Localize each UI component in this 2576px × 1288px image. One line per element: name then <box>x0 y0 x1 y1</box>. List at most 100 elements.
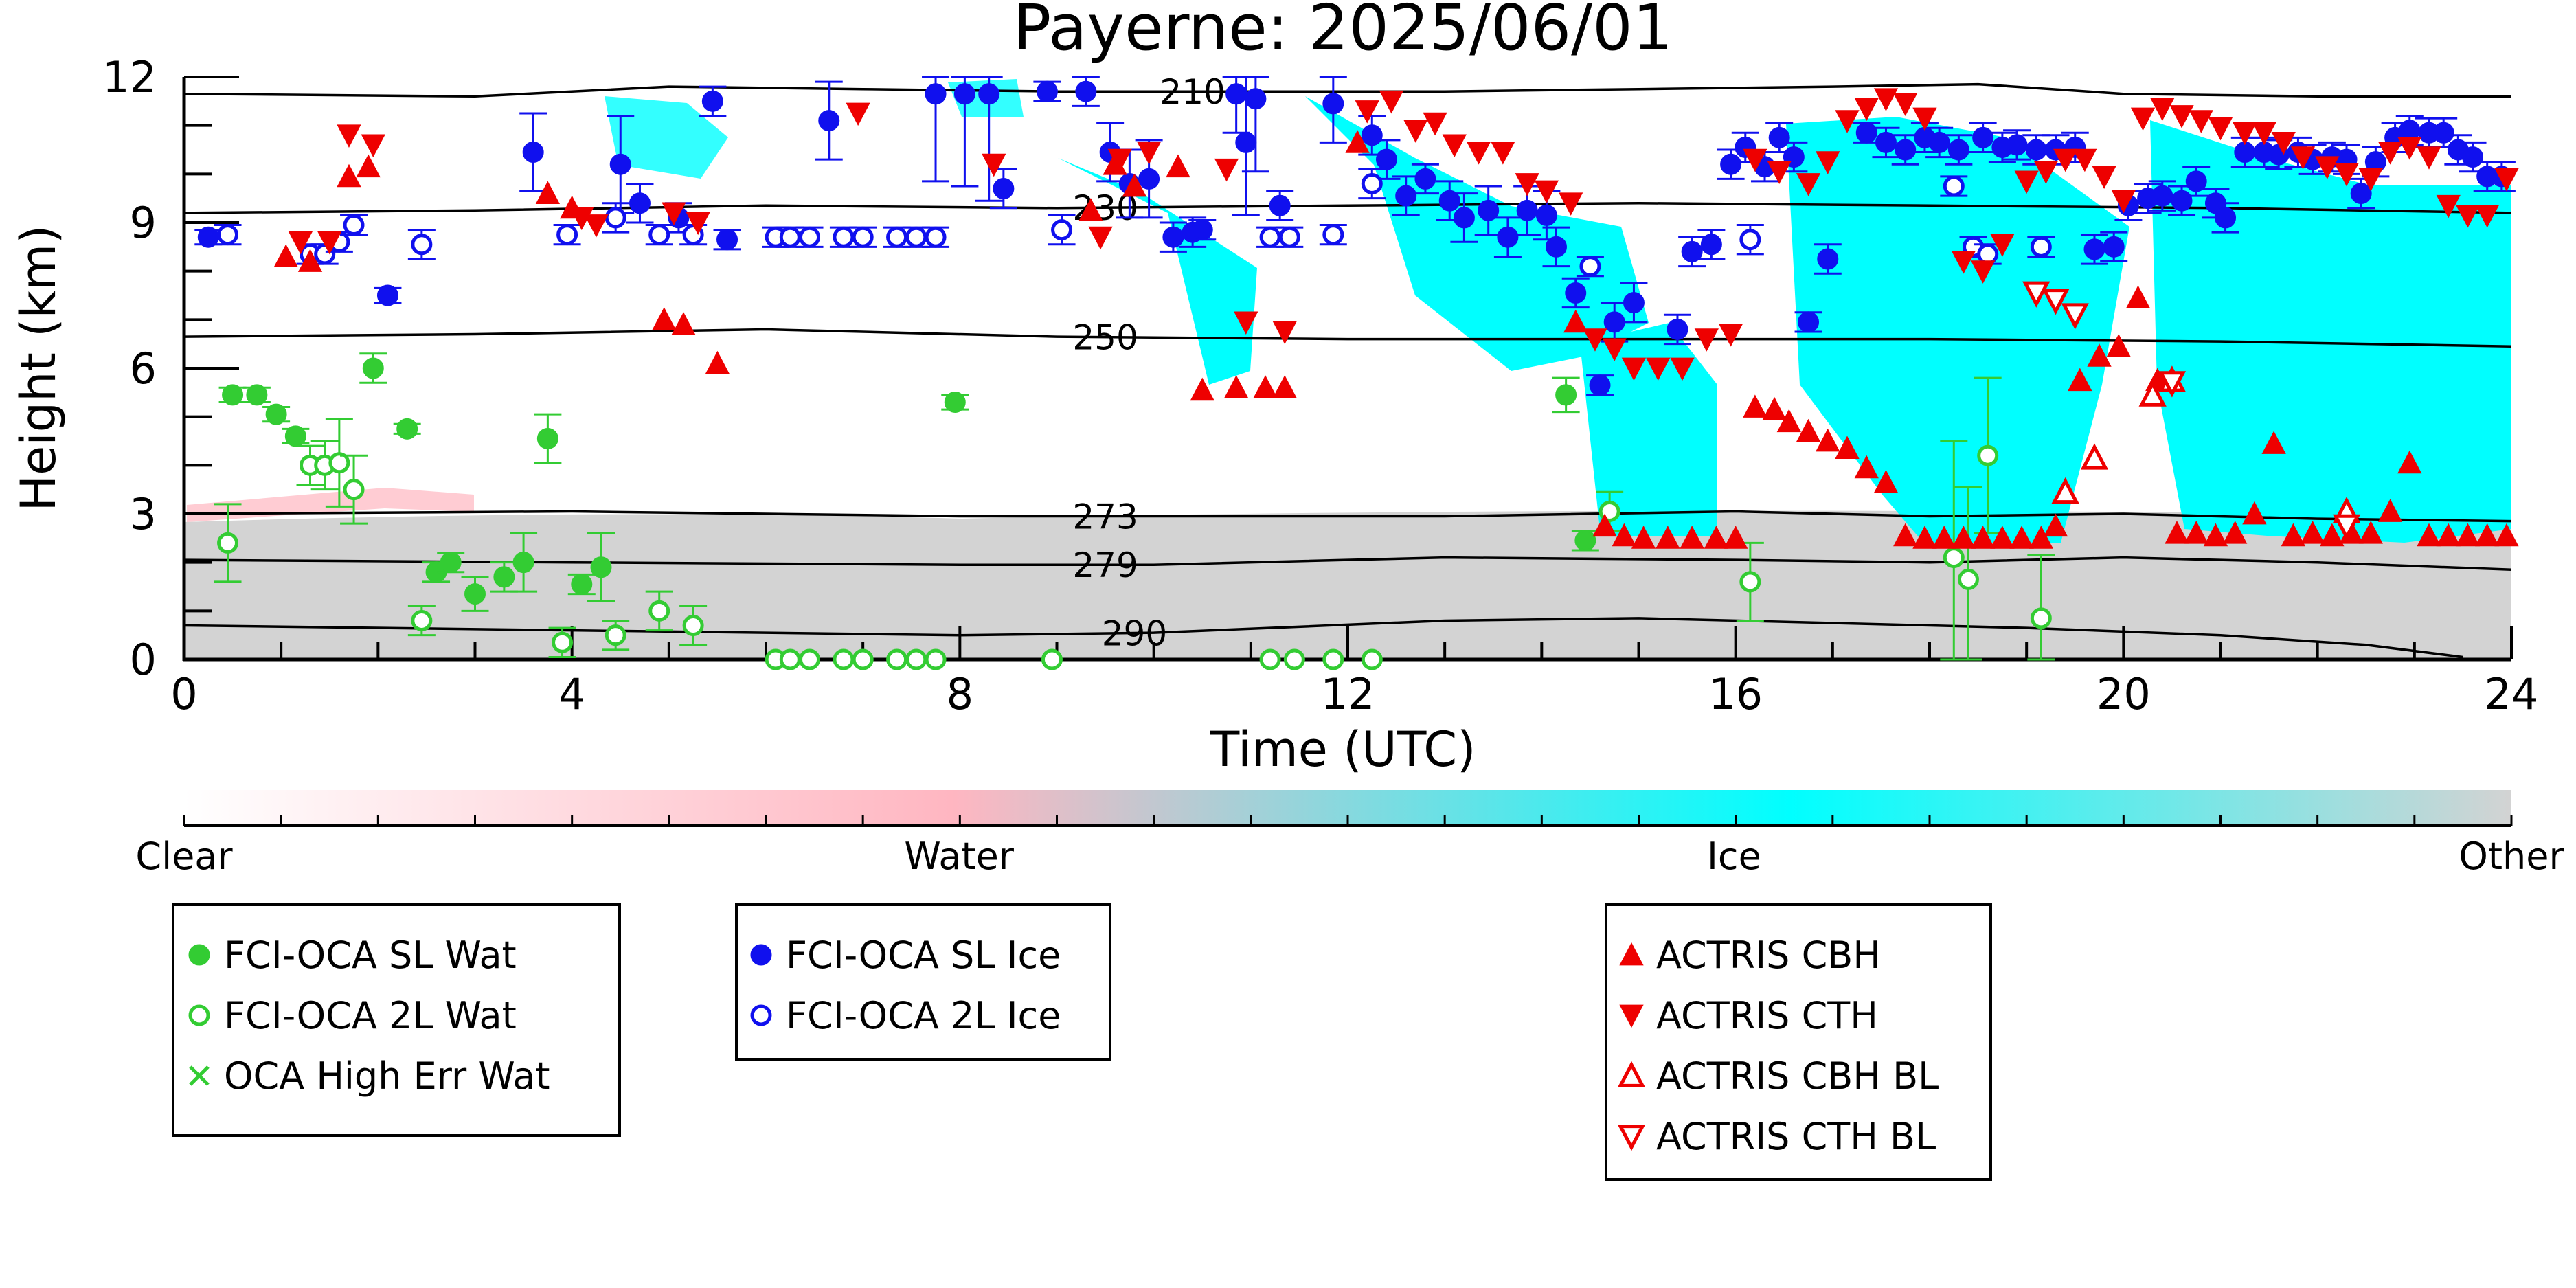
data-point <box>1166 154 1190 178</box>
isotherm-273 <box>184 510 2511 523</box>
data-point <box>2014 170 2039 194</box>
x-tick-label: 12 <box>1321 669 1375 719</box>
data-point <box>1972 126 1994 148</box>
data-point <box>343 479 365 501</box>
colorbar-labels: Clear Water Ice Other <box>135 835 2564 878</box>
data-point <box>1579 256 1601 278</box>
colorbar-ticks <box>183 815 2513 826</box>
data-point <box>464 583 486 605</box>
data-point <box>2068 368 2092 392</box>
legend-label-sl_wat: FCI-OCA SL Wat <box>224 934 517 977</box>
data-point <box>1583 328 1607 352</box>
data-point <box>2158 371 2187 398</box>
data-point <box>2150 98 2175 122</box>
data-point <box>1947 139 1969 161</box>
data-point <box>1224 375 1249 398</box>
data-point <box>1835 110 1860 133</box>
data-point <box>779 226 801 248</box>
data-point <box>2006 134 2028 156</box>
data-point <box>1592 513 1617 537</box>
y-ticks: 0 3 6 9 12 <box>102 52 239 685</box>
data-point <box>1646 357 1671 381</box>
data-point <box>2332 514 2361 541</box>
data-point <box>1743 394 1767 418</box>
data-point <box>1395 185 1417 207</box>
legend-label-actris_cbh_bl: ACTRIS CBH BL <box>1656 1054 1939 1098</box>
legend-marker-actris_cbh <box>1619 942 1644 966</box>
data-point <box>1739 571 1761 593</box>
legend-label-actris_cth_bl: ACTRIS CTH BL <box>1656 1115 1936 1158</box>
data-point <box>317 231 342 255</box>
data-point <box>1875 131 1897 153</box>
data-point <box>2208 117 2233 141</box>
series-twol_wat <box>214 376 2055 670</box>
data-point <box>1088 226 1113 250</box>
data-point <box>1816 428 1840 452</box>
data-point <box>273 244 298 267</box>
data-point <box>2029 526 2053 549</box>
data-point <box>1621 357 1647 381</box>
data-point <box>799 648 821 670</box>
x-ticks: 0 4 8 12 16 20 24 <box>170 626 2538 719</box>
data-point <box>361 134 385 158</box>
y-tick-label: 6 <box>130 343 157 394</box>
data-point <box>1272 375 1297 398</box>
data-point <box>1438 190 1460 212</box>
data-point <box>2436 523 2461 547</box>
x-tick-label: 20 <box>2097 669 2151 719</box>
data-point <box>1767 161 1792 184</box>
data-point <box>1253 375 1278 398</box>
data-point <box>1259 226 1281 248</box>
data-point <box>2130 107 2156 131</box>
data-point <box>1245 88 1267 110</box>
x-tick-label: 4 <box>558 669 585 719</box>
legend-ice: FCI-OCA SL Ice FCI-OCA 2L Ice <box>735 903 1111 1061</box>
data-point <box>2358 521 2383 544</box>
data-point <box>2025 139 2047 161</box>
data-point <box>2185 170 2207 192</box>
data-point <box>1078 198 1103 221</box>
data-point <box>2417 523 2441 547</box>
data-point <box>1225 83 1247 105</box>
data-point <box>2475 205 2500 228</box>
legend-label-sl_ice: FCI-OCA SL Ice <box>786 934 1061 977</box>
data-point <box>1912 107 1937 131</box>
data-point <box>376 284 398 306</box>
data-point <box>1768 126 1790 148</box>
data-point <box>2103 236 2125 258</box>
data-point <box>1743 148 1767 172</box>
data-point <box>1943 547 1965 569</box>
data-point <box>337 163 361 188</box>
data-point <box>671 312 696 335</box>
data-point <box>1259 648 1281 670</box>
data-point <box>2092 166 2116 190</box>
data-point <box>1283 648 1305 670</box>
data-point <box>1694 328 1719 352</box>
data-point <box>982 153 1006 177</box>
data-point <box>337 124 361 148</box>
classification-colorbar: Clear Water Ice Other <box>135 790 2564 878</box>
data-point <box>925 83 947 105</box>
data-point <box>1190 377 1214 401</box>
data-point <box>1442 134 1467 158</box>
data-point <box>1718 324 1743 347</box>
ice-cloud-region-3 <box>1580 323 1717 536</box>
data-point <box>1895 139 1917 161</box>
data-point <box>2475 523 2500 547</box>
isotherm-label-279: 279 <box>1072 545 1138 585</box>
data-point <box>1162 226 1184 248</box>
data-point <box>1138 168 1160 190</box>
data-point <box>265 403 287 425</box>
data-point <box>886 648 908 670</box>
data-markers <box>194 76 2519 670</box>
data-point <box>2138 380 2167 407</box>
legend-label-twol_ice: FCI-OCA 2L Ice <box>786 994 1061 1037</box>
data-point <box>1957 568 1979 590</box>
data-point <box>1559 192 1583 216</box>
data-point <box>2462 146 2484 168</box>
data-point <box>1535 204 1557 226</box>
ice-cloud-region-4 <box>1786 117 2129 543</box>
data-point <box>2223 521 2248 544</box>
data-point <box>1762 396 1787 420</box>
data-point <box>2417 146 2441 170</box>
